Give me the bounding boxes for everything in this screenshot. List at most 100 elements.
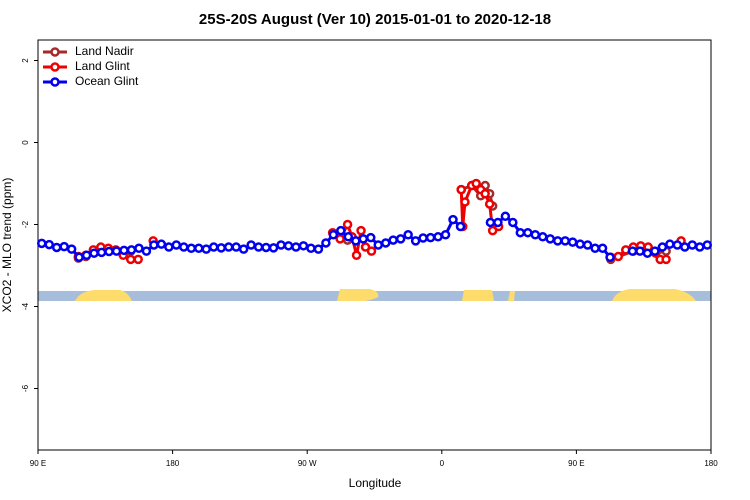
point (440, 230, 451, 240)
point (261, 242, 271, 253)
point (635, 246, 645, 256)
point (238, 244, 249, 254)
point (36, 238, 47, 249)
point (171, 240, 182, 250)
point (111, 246, 122, 256)
point (455, 221, 466, 232)
y-tick-label: -2 (21, 220, 30, 228)
point (253, 242, 264, 252)
point (342, 219, 353, 230)
point (276, 240, 286, 250)
point (358, 234, 369, 244)
point (246, 240, 256, 250)
point (223, 242, 234, 252)
point (59, 241, 69, 252)
point (366, 246, 377, 256)
point (126, 245, 137, 255)
point (351, 250, 362, 260)
point (66, 244, 77, 254)
point (642, 248, 653, 258)
point (448, 214, 458, 225)
point (388, 235, 398, 245)
point (582, 240, 593, 250)
x-axis-label: Longitude (349, 476, 402, 490)
point (81, 250, 92, 260)
point (336, 225, 346, 236)
x-tick-label: 90 E (568, 459, 584, 468)
point (523, 227, 533, 238)
point (627, 246, 638, 256)
point (395, 234, 406, 244)
point (560, 236, 570, 246)
point (530, 230, 541, 240)
point (134, 243, 144, 254)
point (321, 238, 331, 248)
point (515, 227, 526, 238)
point (590, 243, 600, 254)
y-tick-label: 0 (21, 140, 30, 145)
point (313, 244, 324, 254)
y-tick-label: 2 (21, 58, 30, 63)
point (567, 237, 578, 247)
point (44, 239, 54, 250)
point (672, 240, 683, 250)
point (216, 243, 226, 253)
point (538, 232, 548, 242)
point (484, 199, 495, 209)
point (456, 184, 466, 195)
point (74, 252, 84, 263)
point (133, 254, 143, 265)
point (605, 252, 615, 263)
point (186, 243, 197, 254)
point (360, 242, 371, 252)
point (552, 236, 563, 246)
point (149, 240, 159, 250)
point (231, 242, 241, 252)
point (493, 217, 503, 228)
land-ocean-strip (38, 289, 711, 301)
point (460, 197, 470, 207)
point (156, 239, 167, 249)
point (306, 243, 316, 254)
point (380, 238, 391, 248)
point (164, 242, 174, 252)
point (201, 244, 211, 254)
point (268, 243, 279, 253)
y-tick-label: -6 (21, 384, 30, 392)
point (291, 242, 301, 252)
point (335, 234, 345, 244)
point (575, 239, 585, 249)
x-tick-label: 180 (166, 459, 180, 468)
point (657, 242, 668, 252)
point (298, 241, 309, 251)
point (51, 242, 62, 253)
point (283, 241, 294, 251)
point (500, 211, 511, 222)
point (125, 254, 136, 265)
point (366, 232, 376, 243)
x-tick-label: 180 (704, 459, 718, 468)
legend-label: Land Glint (75, 59, 130, 73)
point (433, 232, 443, 242)
y-axis-label: XCO2 - MLO trend (ppm) (0, 178, 14, 313)
point (179, 242, 189, 252)
point (613, 251, 624, 262)
point (680, 242, 690, 252)
point (89, 248, 99, 258)
x-tick-label: 90 E (30, 459, 46, 468)
point (702, 240, 713, 250)
legend-marker (50, 47, 60, 57)
point (403, 230, 413, 240)
point (343, 232, 354, 242)
point (356, 225, 366, 236)
legend-marker (50, 77, 60, 87)
point (485, 217, 496, 228)
legend-label: Ocean Glint (75, 74, 139, 88)
point (104, 246, 114, 257)
point (508, 217, 518, 228)
point (194, 243, 204, 254)
x-tick-label: 90 W (298, 459, 317, 468)
point (373, 240, 383, 250)
point (418, 233, 428, 243)
x-tick-label: 0 (440, 459, 445, 468)
